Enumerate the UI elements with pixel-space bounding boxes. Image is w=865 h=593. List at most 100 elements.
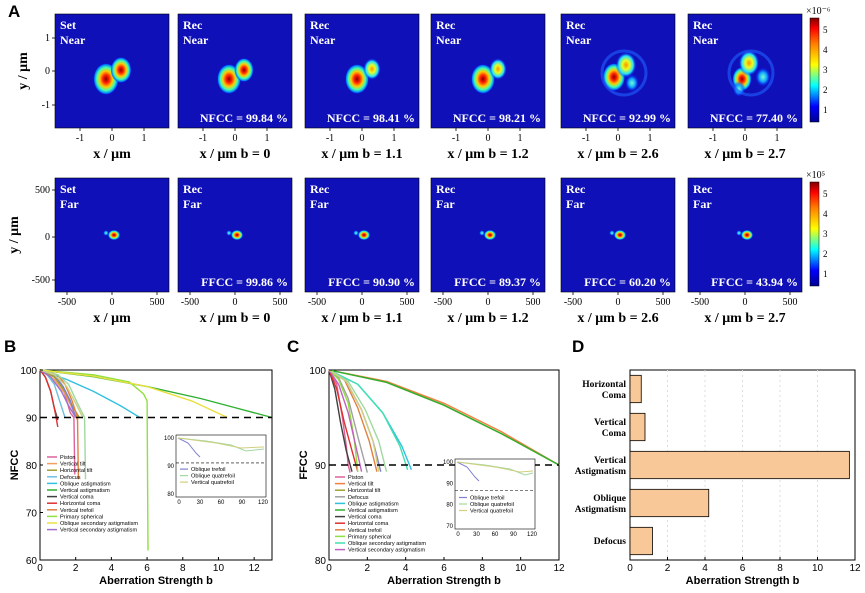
x-tick-label: 4 [109,563,115,574]
series-line [328,369,359,472]
inset-y-tick-label: 100 [443,460,454,466]
colorbar-tick-label: 1 [823,269,828,279]
x-tick-label: -1 [76,133,84,144]
tile-metric: FFCC = 99.86 % [201,275,288,289]
tile-metric: FFCC = 60.20 % [584,275,671,289]
legend-entry: Vertical tilt [348,482,374,488]
tile-metric: NFCC = 77.40 % [710,111,798,125]
tile-label-line2: Near [566,33,592,47]
colorbar-tick-label: 3 [823,65,828,75]
diffraction-ring [600,49,648,97]
category-label: Vertical Coma [594,418,626,439]
category-label: Oblique Astigmatism [575,494,626,515]
legend-entry: Vertical trefoil [348,528,382,534]
series-line [39,369,228,419]
panel-label-d: D [572,337,585,356]
intensity-spot [110,57,132,83]
x-tick-label: 12 [553,563,565,574]
x-tick-label: 0 [486,297,491,308]
tile-label-line2: Near [436,33,462,47]
x-axis-label: x / μm b = 2.7 [704,147,785,162]
series-line [39,369,59,428]
bar [629,526,653,556]
x-tick-label: 6 [144,563,150,574]
tile-label-line2: Far [310,197,329,211]
series-line [328,369,359,472]
colorbar-tick-label: 3 [823,229,828,239]
tile-metric: NFCC = 92.99 % [583,111,671,125]
series-line [39,369,149,551]
y-axis-label: y / μm [16,52,31,90]
x-tick-label: 6 [740,563,746,574]
intensity-spot [358,230,370,240]
inset-x-tick-label: 120 [258,500,269,506]
chart-ffcc: 0 2 4 6 8 10 12 100 90 80 Aberration Strength b FFC… [298,366,565,587]
colorbar-tick-label: 1 [823,105,828,115]
panel-label-c: C [287,337,300,356]
y-tick-label: 0 [45,232,50,243]
tile-label-line1: Rec [693,182,713,196]
inset-legend-entry: Oblique quatrefoil [470,502,514,508]
tile-metric: NFCC = 99.84 % [200,111,288,125]
inset-chart: 100 90 800 30 60 90 120 Oblique trefoilOblique … [164,434,269,506]
category-label: Horizontal Coma [582,380,626,401]
x-tick-label: 0 [616,133,621,144]
y-tick-label: 500 [35,185,50,196]
inset-x-tick-label: 90 [510,532,517,538]
inset-x-tick-label: 0 [177,500,181,506]
tile-metric: NFCC = 98.41 % [327,111,415,125]
legend-entry: Vertical secondary astigmatism [348,548,425,554]
x-tick-label: 10 [213,563,225,574]
inset-legend-entry: Oblique trefoil [470,496,505,502]
inset-y-tick-label: 100 [164,436,175,442]
y-tick-label: 60 [26,556,38,567]
intensity-spot [614,230,626,240]
y-tick-label: -1 [42,100,50,111]
category-label: Defocus [594,537,626,547]
y-axis-label: NFCC [9,450,21,481]
tile-label-line2: Near [60,33,86,47]
series-line [39,369,77,418]
colorbar-tick-label: 5 [823,189,828,199]
legend-entry: Piston [60,455,76,461]
y-tick-label: 70 [26,509,38,520]
x-tick-label: 1 [142,133,147,144]
legend-entry: Oblique secondary astigmatism [60,521,138,527]
intensity-spot [736,230,742,236]
x-tick-label: -500 [564,297,582,308]
x-tick-label: 8 [777,563,783,574]
series-line [328,369,409,471]
x-axis-label: x / μm [93,147,131,162]
series-line [39,369,84,418]
colorbar-tick-label: 5 [823,25,828,35]
y-tick-label: 100 [20,366,37,377]
panel-label-b: B [4,337,17,356]
tile-label-line1: Rec [310,18,330,32]
chart-nfcc: 0 2 4 6 8 10 12 100 90 80 70 60 Aberration Strength … [9,366,273,587]
x-axis-label: Aberration Strength b [686,575,800,587]
tile-label-line1: Rec [566,18,586,32]
y-tick-label: -500 [32,275,50,286]
legend-entry: Vertical astigmatism [348,508,398,514]
inset-x-tick-label: 60 [492,532,499,538]
y-tick-label: 80 [26,461,38,472]
x-tick-label: 500 [150,297,165,308]
colorbar-tick-label: 4 [823,209,828,219]
intensity-spot [231,230,243,240]
inset-frame [454,458,536,530]
legend-entry: Vertical tilt [60,462,86,468]
x-tick-label: 0 [110,133,115,144]
inset-legend-entry: Oblique quatrefoil [191,474,235,480]
x-tick-label: -500 [181,297,199,308]
x-tick-label: 8 [480,563,486,574]
bar [629,488,710,518]
inset-y-tick-label: 80 [167,492,174,498]
x-axis-label: x / μm b = 2.7 [704,311,785,326]
tile-label-line2: Near [310,33,336,47]
tile-label-line1: Rec [566,182,586,196]
